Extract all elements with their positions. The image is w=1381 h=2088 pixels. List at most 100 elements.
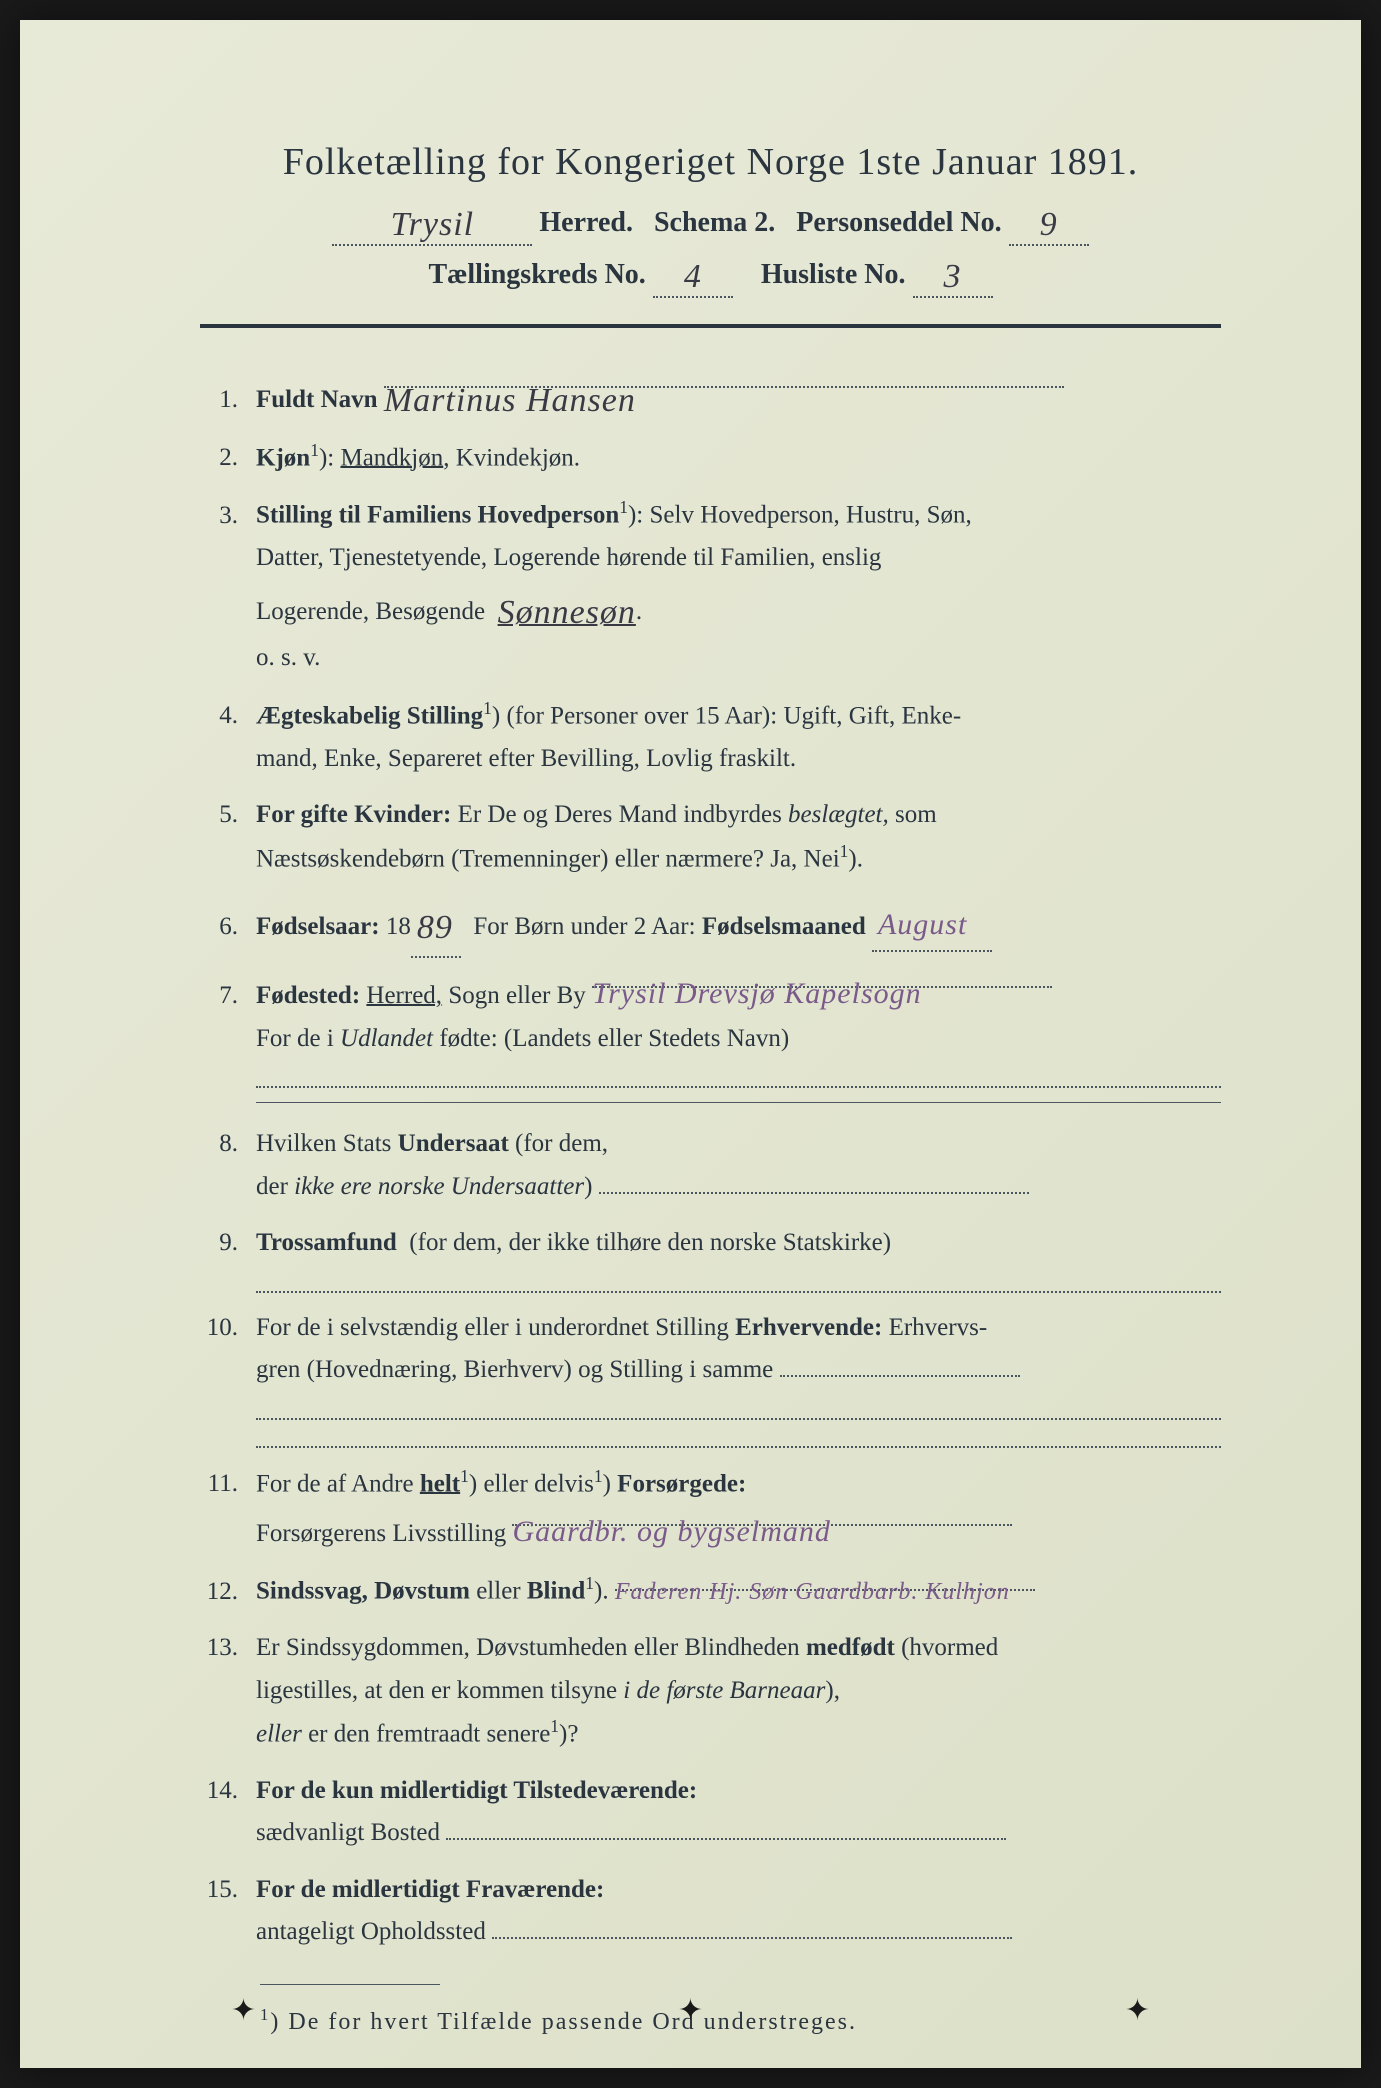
mark-icon: ✦ bbox=[1125, 1993, 1150, 2028]
text-line: For de af Andre bbox=[256, 1470, 414, 1497]
field-label: Blind bbox=[527, 1578, 585, 1605]
mark-icon: ✦ bbox=[231, 1993, 256, 2028]
entry-num: 14. bbox=[200, 1770, 256, 1813]
text-line: Selv Hovedperson, Hustru, Søn, bbox=[650, 502, 972, 529]
text-line: Er Sindssygdommen, Døvstumheden eller Bl… bbox=[256, 1634, 800, 1661]
entry-body: Fødested: Herred, Sogn eller By Trysil D… bbox=[256, 968, 1221, 1088]
entry-num: 2. bbox=[200, 437, 256, 480]
herred-label: Herred. bbox=[539, 207, 633, 238]
field-label: Herred, bbox=[366, 982, 442, 1009]
entry-14: 14. For de kun midlertidigt Tilstedevære… bbox=[200, 1770, 1221, 1855]
entry-body: Fuldt Navn Martinus Hansen bbox=[256, 368, 1221, 422]
entry-11: 11. For de af Andre helt1) eller delvis1… bbox=[200, 1462, 1221, 1555]
text-line: For de i selvstændig eller i underordnet… bbox=[256, 1314, 729, 1341]
entry-body: Trossamfund (for dem, der ikke tilhøre d… bbox=[256, 1222, 1221, 1293]
text-line: sædvanligt Bosted bbox=[256, 1819, 440, 1846]
field-label: Forsørgede: bbox=[617, 1470, 746, 1497]
kreds-line: Tællingskreds No. 4 Husliste No. 3 bbox=[200, 254, 1221, 294]
entry-num: 6. bbox=[200, 906, 256, 949]
entry-body: For de i selvstændig eller i underordnet… bbox=[256, 1307, 1221, 1448]
text-line: (hvormed bbox=[901, 1634, 998, 1661]
text-line: Datter, Tjenestetyende, Logerende hørend… bbox=[256, 544, 881, 571]
text-italic: eller bbox=[256, 1720, 302, 1747]
entry-8: 8. Hvilken Stats Undersaat (for dem, der… bbox=[200, 1123, 1221, 1208]
entry-5: 5. For gifte Kvinder: Er De og Deres Man… bbox=[200, 794, 1221, 880]
text-line: Forsørgerens Livsstilling bbox=[256, 1520, 506, 1547]
text-line: Næstsøskendebørn (Tremenninger) eller næ… bbox=[256, 845, 840, 872]
field-label: For de midlertidigt Fraværende: bbox=[256, 1876, 604, 1903]
husliste-value: 3 bbox=[913, 258, 993, 298]
field-label: For gifte Kvinder: bbox=[256, 801, 451, 828]
text-line: o. s. v. bbox=[256, 644, 320, 671]
text-line: Erhvervs- bbox=[889, 1314, 988, 1341]
text-italic: beslægtet, bbox=[788, 801, 889, 828]
entry-body: Er Sindssygdommen, Døvstumheden eller Bl… bbox=[256, 1627, 1221, 1756]
provider-value: Gaardbr. og bygselmand bbox=[512, 1515, 830, 1548]
archive-marks: ✦ ✦ ✦ bbox=[20, 1993, 1361, 2028]
entry-num: 8. bbox=[200, 1123, 256, 1166]
text-italic: i de første Barneaar bbox=[623, 1677, 825, 1704]
text-line: Hvilken Stats bbox=[256, 1130, 391, 1157]
field-label: Fuldt Navn bbox=[256, 386, 378, 413]
gender-options: Mandkjøn, Kvindekjøn. bbox=[340, 444, 580, 471]
field-label: Undersaat bbox=[398, 1130, 509, 1157]
entry-body: Fødselsaar: 1889 For Børn under 2 Aar: F… bbox=[256, 895, 1221, 955]
document-page: Folketælling for Kongeriget Norge 1ste J… bbox=[20, 20, 1361, 2068]
text-italic: Udlandet bbox=[340, 1025, 433, 1052]
birthplace-value: Trysil Drevsjø Kapelsogn bbox=[592, 977, 922, 1010]
entry-num: 4. bbox=[200, 695, 256, 738]
entry-9: 9. Trossamfund (for dem, der ikke tilhør… bbox=[200, 1222, 1221, 1293]
text-line: som bbox=[895, 801, 937, 828]
entry-12: 12. Sindssvag, Døvstum eller Blind1). Fa… bbox=[200, 1569, 1221, 1613]
entry-body: Ægteskabelig Stilling1) (for Personer ov… bbox=[256, 694, 1221, 780]
entry-body: For gifte Kvinder: Er De og Deres Mand i… bbox=[256, 794, 1221, 880]
entry-1: 1. Fuldt Navn Martinus Hansen bbox=[200, 368, 1221, 422]
text-line: eller bbox=[476, 1578, 520, 1605]
entry-body: For de kun midlertidigt Tilstedeværende:… bbox=[256, 1770, 1221, 1855]
text-line: (for dem, der ikke tilhøre den norske St… bbox=[409, 1229, 891, 1256]
field-label: For de kun midlertidigt Tilstedeværende: bbox=[256, 1777, 697, 1804]
month-value: August bbox=[872, 899, 992, 952]
entry-body: Stilling til Familiens Hovedperson1): Se… bbox=[256, 493, 1221, 680]
herred-line: Trysil Herred. Schema 2. Personseddel No… bbox=[200, 202, 1221, 242]
entry-body: For de af Andre helt1) eller delvis1) Fo… bbox=[256, 1462, 1221, 1555]
footnote-rule bbox=[260, 1984, 440, 1985]
field-label: Erhvervende: bbox=[735, 1314, 882, 1341]
schema-label: Schema 2. bbox=[654, 207, 775, 238]
personseddel-label: Personseddel No. bbox=[796, 207, 1001, 238]
entry-num: 9. bbox=[200, 1222, 256, 1265]
year-prefix: 18 bbox=[386, 913, 411, 940]
entry-num: 3. bbox=[200, 495, 256, 538]
entry-num: 7. bbox=[200, 975, 256, 1018]
header-rule bbox=[200, 324, 1221, 328]
mark-icon: ✦ bbox=[678, 1993, 703, 2028]
note-value: Faderen Hj. Søn Gaardbarb. Kulhjon bbox=[615, 1579, 1010, 1605]
entry-15: 15. For de midlertidigt Fraværende: anta… bbox=[200, 1869, 1221, 1954]
entry-num: 1. bbox=[200, 379, 256, 422]
herred-value: Trysil bbox=[332, 206, 532, 246]
entry-num: 15. bbox=[200, 1869, 256, 1912]
text-line: gren (Hovednæring, Bierhverv) og Stillin… bbox=[256, 1356, 773, 1383]
entry-body: Sindssvag, Døvstum eller Blind1). Fadere… bbox=[256, 1569, 1221, 1613]
relation-value: Sønnesøn bbox=[498, 594, 636, 631]
entry-13: 13. Er Sindssygdommen, Døvstumheden elle… bbox=[200, 1627, 1221, 1756]
entry-num: 11. bbox=[200, 1463, 256, 1506]
personseddel-value: 9 bbox=[1009, 206, 1089, 246]
entry-body: For de midlertidigt Fraværende: antageli… bbox=[256, 1869, 1221, 1954]
form-header: Folketælling for Kongeriget Norge 1ste J… bbox=[200, 140, 1221, 294]
field-label: Ægteskabelig Stilling bbox=[256, 702, 483, 729]
entry-num: 13. bbox=[200, 1627, 256, 1670]
text-italic: ikke ere norske Undersaatter bbox=[294, 1173, 584, 1200]
text-line: eller delvis bbox=[483, 1470, 593, 1497]
entry-10: 10. For de i selvstændig eller i underor… bbox=[200, 1307, 1221, 1448]
form-title: Folketælling for Kongeriget Norge 1ste J… bbox=[200, 140, 1221, 184]
text-line: For Børn under 2 Aar: bbox=[473, 913, 695, 940]
kreds-label: Tællingskreds No. bbox=[428, 259, 645, 290]
field-label: Sindssvag, Døvstum bbox=[256, 1578, 470, 1605]
year-value: 89 bbox=[411, 899, 461, 959]
entry-num: 5. bbox=[200, 794, 256, 837]
field-label: Stilling til Familiens Hovedperson bbox=[256, 502, 619, 529]
entry-body: Kjøn1): Mandkjøn, Kvindekjøn. bbox=[256, 436, 1221, 480]
text-line: der bbox=[256, 1173, 288, 1200]
entry-6: 6. Fødselsaar: 1889 For Børn under 2 Aar… bbox=[200, 895, 1221, 955]
